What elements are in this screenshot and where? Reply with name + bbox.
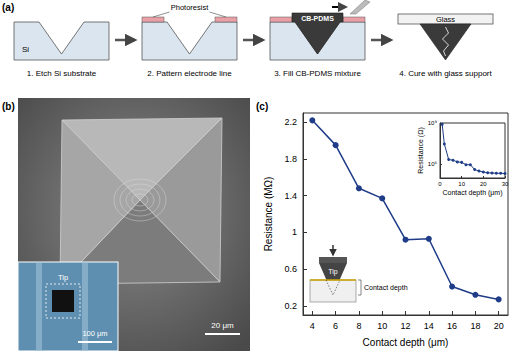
svg-text:Glass: Glass bbox=[436, 15, 455, 24]
svg-text:Contact depth (μm): Contact depth (μm) bbox=[363, 337, 449, 348]
svg-text:1: 1 bbox=[292, 227, 297, 237]
svg-text:Resistance (Ω): Resistance (Ω) bbox=[417, 127, 425, 173]
svg-text:(c): (c) bbox=[256, 101, 268, 112]
svg-text:12: 12 bbox=[400, 321, 410, 331]
svg-text:0.2: 0.2 bbox=[284, 301, 297, 311]
svg-text:Photoresist: Photoresist bbox=[171, 3, 209, 12]
svg-text:(a): (a) bbox=[2, 2, 14, 13]
svg-text:(b): (b) bbox=[2, 101, 15, 112]
svg-text:14: 14 bbox=[424, 321, 434, 331]
svg-text:20: 20 bbox=[494, 321, 504, 331]
svg-text:4. Cure with glass support: 4. Cure with glass support bbox=[399, 69, 492, 78]
svg-text:16: 16 bbox=[447, 321, 457, 331]
svg-text:Tip: Tip bbox=[328, 268, 338, 276]
svg-text:10⁹: 10⁹ bbox=[428, 120, 438, 126]
svg-text:1. Etch Si substrate: 1. Etch Si substrate bbox=[27, 69, 97, 78]
svg-text:10: 10 bbox=[458, 181, 465, 187]
svg-text:18: 18 bbox=[470, 321, 480, 331]
svg-text:Resistance (MΩ): Resistance (MΩ) bbox=[263, 177, 274, 252]
svg-text:Contact depth (μm): Contact depth (μm) bbox=[442, 189, 502, 197]
svg-text:0.6: 0.6 bbox=[284, 264, 297, 274]
svg-text:30: 30 bbox=[502, 181, 509, 187]
svg-text:CB-PDMS: CB-PDMS bbox=[301, 15, 334, 22]
svg-text:10: 10 bbox=[377, 321, 387, 331]
svg-text:8: 8 bbox=[356, 321, 361, 331]
svg-text:2.2: 2.2 bbox=[284, 117, 297, 127]
svg-text:Si: Si bbox=[22, 45, 29, 54]
svg-text:4: 4 bbox=[310, 321, 315, 331]
svg-text:3. Fill CB-PDMS mixture: 3. Fill CB-PDMS mixture bbox=[274, 69, 361, 78]
svg-text:1.8: 1.8 bbox=[284, 154, 297, 164]
svg-text:20 μm: 20 μm bbox=[211, 321, 234, 330]
svg-text:2. Pattern electrode line: 2. Pattern electrode line bbox=[147, 69, 232, 78]
svg-text:6: 6 bbox=[333, 321, 338, 331]
svg-text:100 μm: 100 μm bbox=[82, 329, 107, 338]
svg-text:1.4: 1.4 bbox=[284, 191, 297, 201]
svg-text:Tip: Tip bbox=[58, 273, 68, 282]
svg-text:Contact depth: Contact depth bbox=[364, 284, 408, 292]
svg-text:10⁶: 10⁶ bbox=[428, 161, 438, 167]
svg-text:20: 20 bbox=[480, 181, 487, 187]
svg-text:0: 0 bbox=[438, 181, 442, 187]
